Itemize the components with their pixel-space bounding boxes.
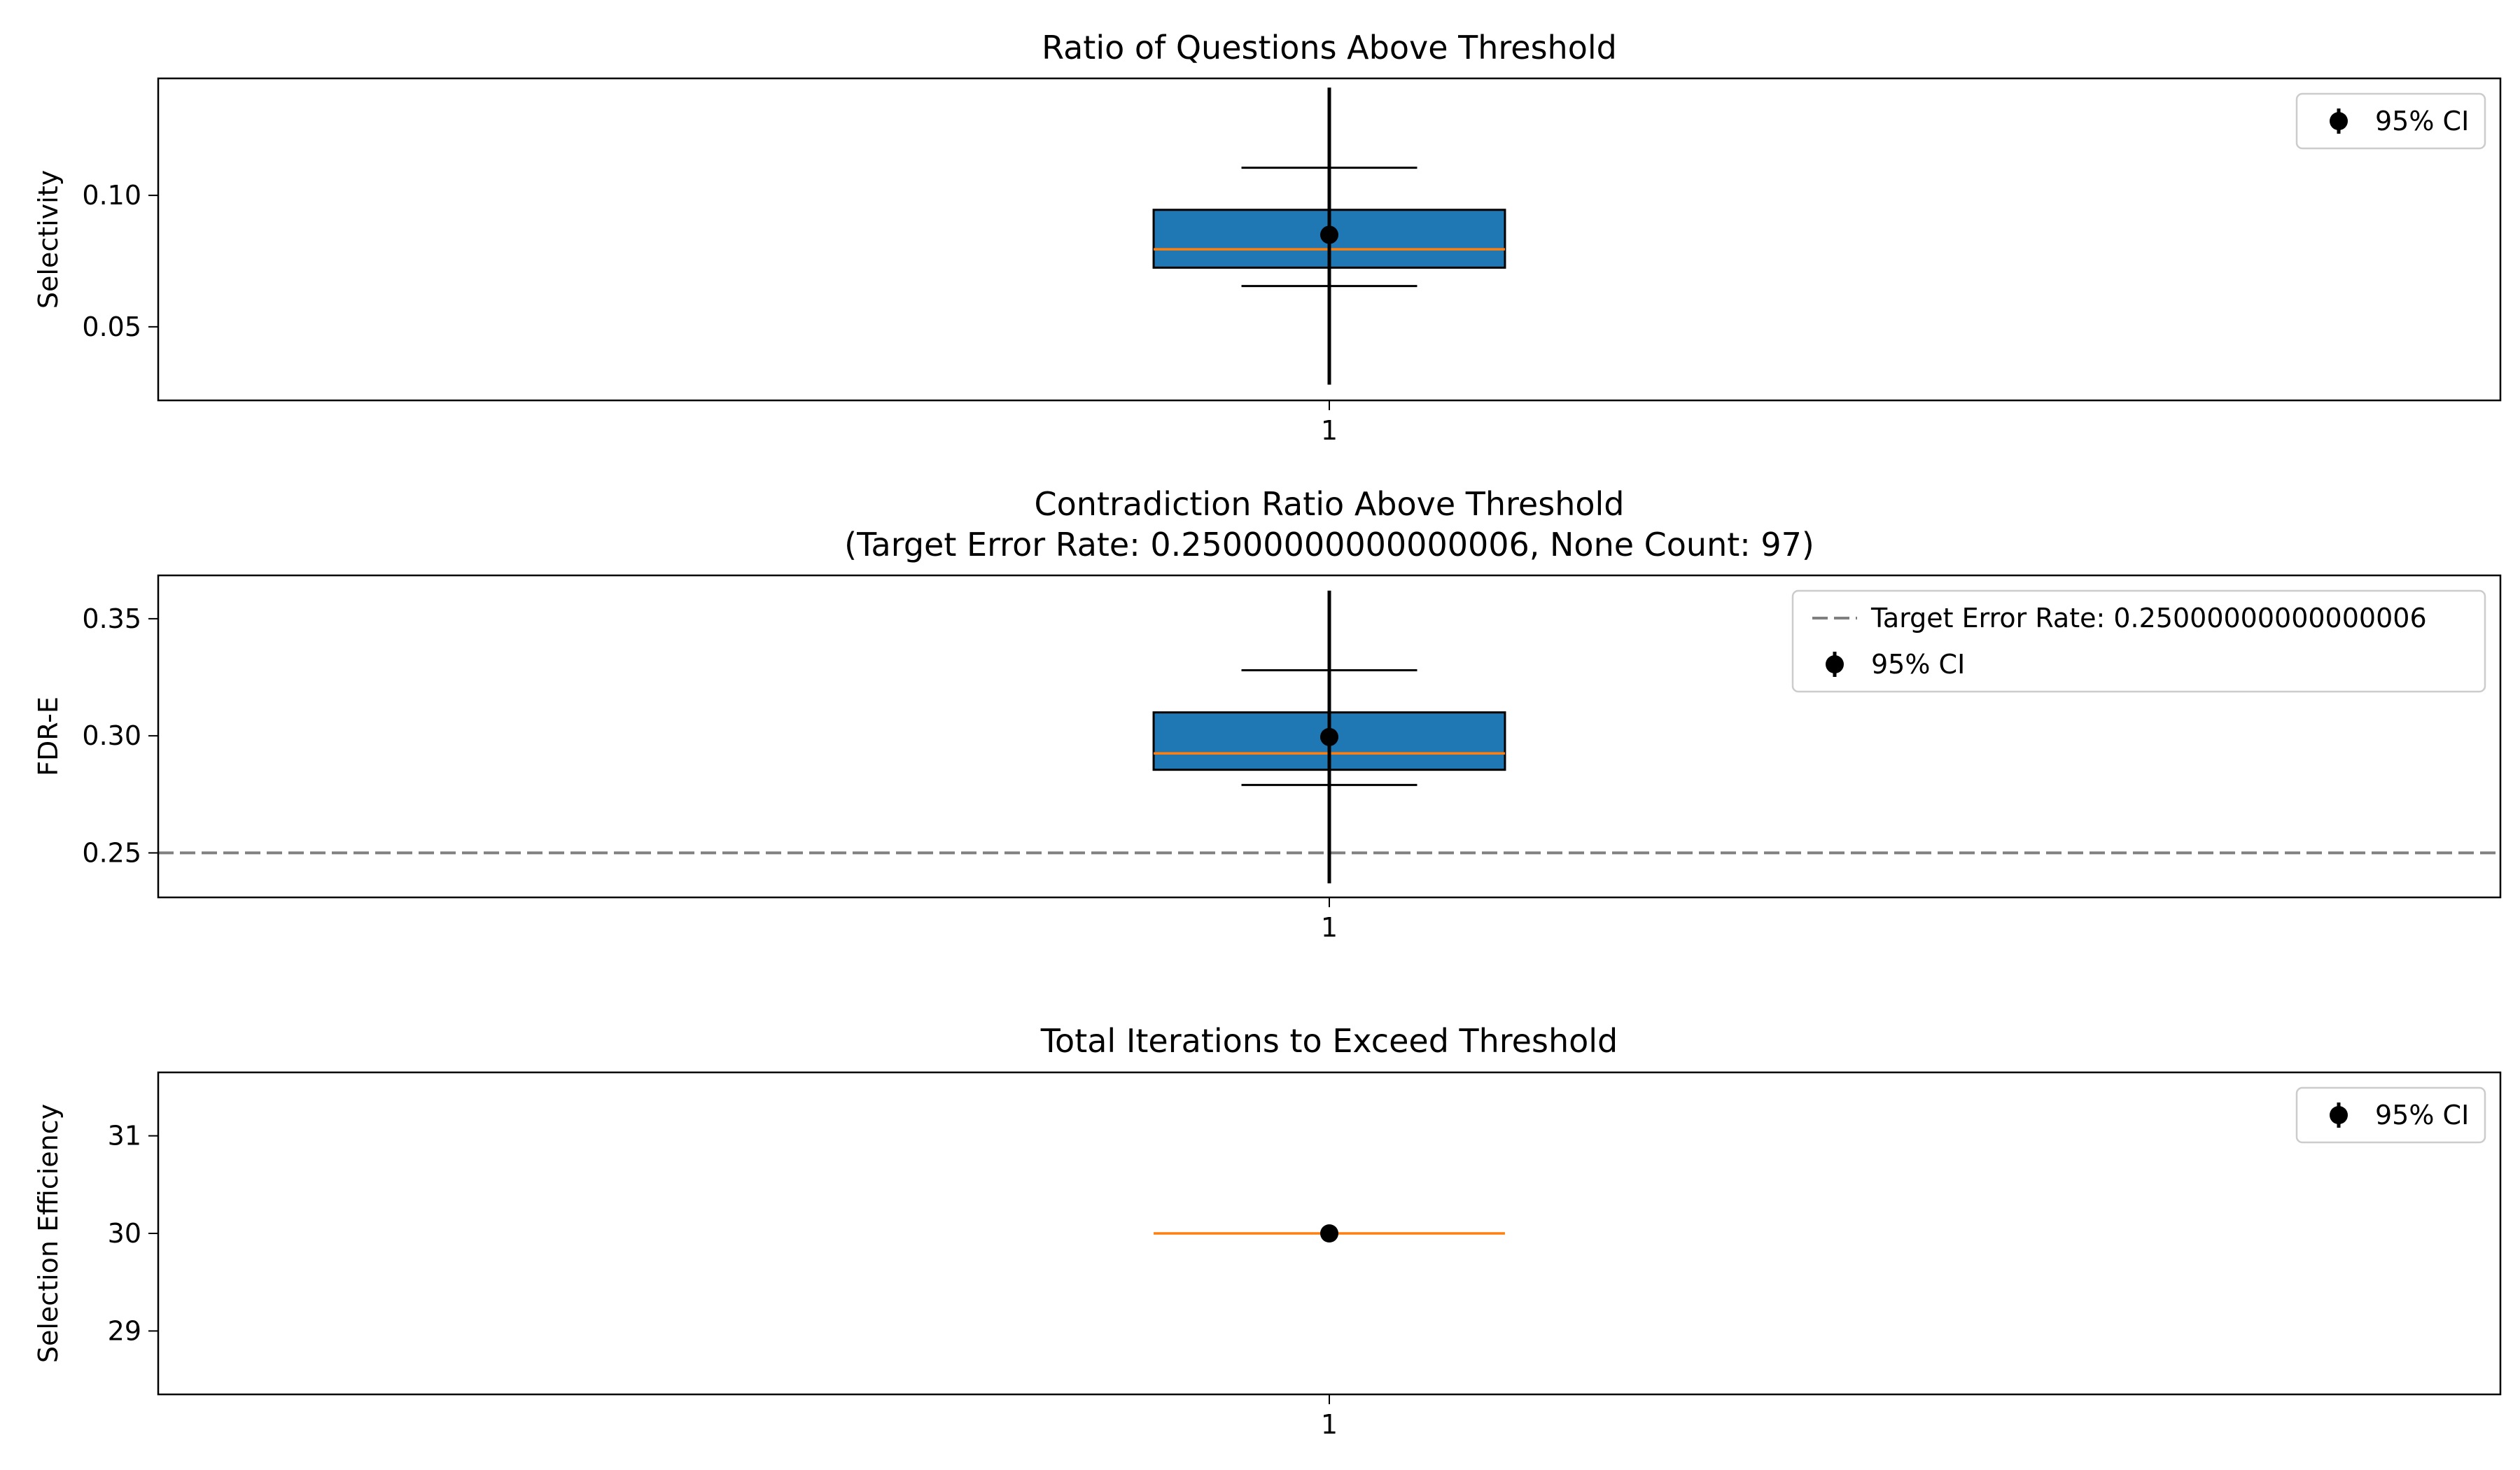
legend-label: 95% CI [1871, 649, 1965, 680]
chart-title: Contradiction Ratio Above Threshold [1035, 485, 1625, 523]
y-tick-label: 0.10 [82, 180, 141, 211]
chart-panel-3: Total Iterations to Exceed Threshold Sele… [33, 1022, 2502, 1440]
chart-subtitle: (Target Error Rate: 0.25000000000000006,… [844, 526, 1814, 564]
legend-frame [2295, 92, 2486, 150]
legend: 95% CI [2295, 1086, 2486, 1144]
mean-point [1320, 225, 1338, 244]
legend-frame [1791, 589, 2486, 693]
y-tick-label: 0.30 [82, 720, 141, 751]
y-axis-label: FDR-E [33, 696, 64, 776]
y-axis-label: Selection Efficiency [33, 1104, 64, 1363]
legend: 95% CI [2295, 92, 2486, 150]
legend-point-handle [2330, 112, 2348, 130]
x-tick-label: 1 [1321, 1409, 1338, 1440]
x-tick-label: 1 [1321, 912, 1338, 943]
y-tick-label: 30 [108, 1218, 141, 1249]
x-tick-label: 1 [1321, 415, 1338, 446]
chart-title: Ratio of Questions Above Threshold [1042, 29, 1617, 66]
legend: Target Error Rate: 0.25000000000000006 95… [1791, 589, 2486, 693]
y-tick-label: 31 [108, 1121, 141, 1152]
y-tick-label: 0.35 [82, 603, 141, 634]
legend-label: 95% CI [2375, 106, 2469, 136]
legend-frame [2295, 1086, 2486, 1144]
mean-point [1320, 727, 1338, 746]
mean-point [1320, 1224, 1338, 1242]
y-tick-label: 29 [108, 1315, 141, 1346]
axes-frame [157, 77, 2502, 402]
chart-panel-2: Contradiction Ratio Above Threshold(Targ… [33, 485, 2502, 943]
axes-frame [157, 1071, 2502, 1396]
chart-panel-1: Ratio of Questions Above Threshold Select… [33, 29, 2502, 446]
chart-title: Total Iterations to Exceed Threshold [1040, 1022, 1618, 1060]
legend-point-handle [1826, 655, 1844, 673]
axes-frame [157, 574, 2502, 899]
legend-point-handle [2330, 1106, 2348, 1124]
y-axis-label: Selectivity [33, 170, 64, 309]
legend-label: 95% CI [2375, 1100, 2469, 1130]
y-tick-label: 0.25 [82, 837, 141, 868]
y-tick-label: 0.05 [82, 312, 141, 342]
legend-label: Target Error Rate: 0.25000000000000006 [1870, 603, 2427, 634]
